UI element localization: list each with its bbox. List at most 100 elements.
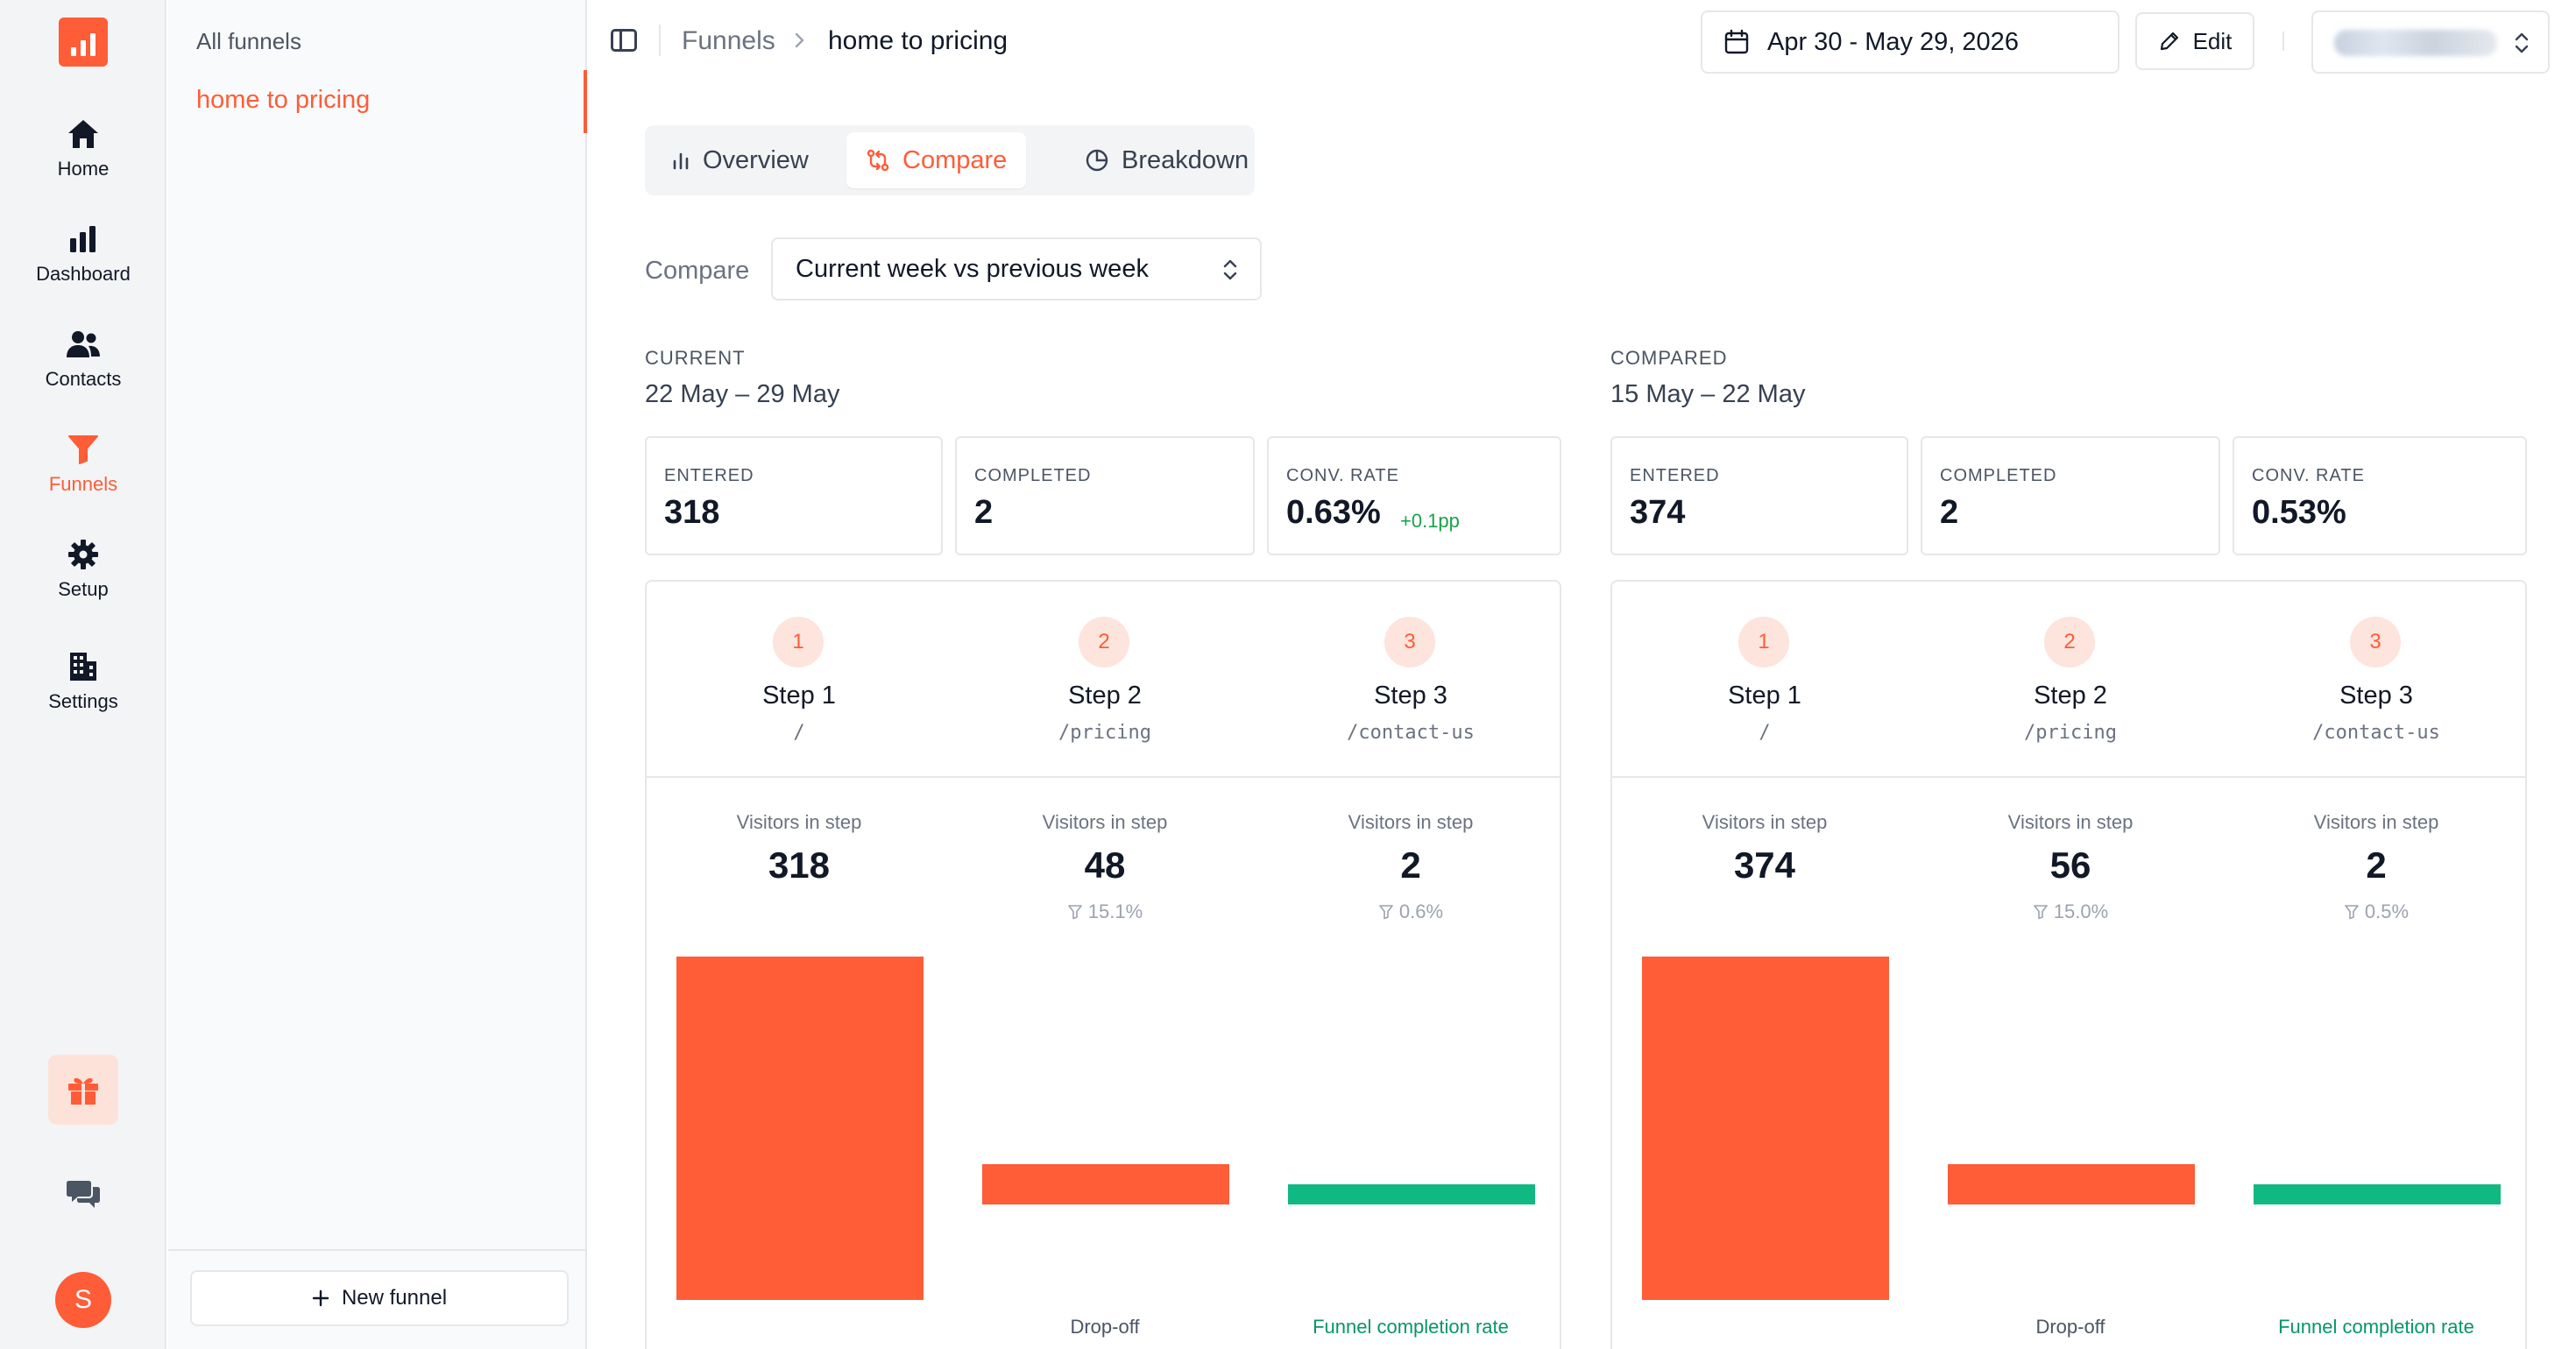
step-path: / [1759,722,1771,744]
step-number-badge: 1 [1738,617,1789,667]
step-path: /pricing [2024,722,2117,744]
step-path: / [793,722,805,744]
funnel-step-2: 2 Step 2 /pricing Visitors in step 48 15… [952,582,1257,1349]
funnel-icon [1067,905,1082,920]
nav-contacts-label: Contacts [45,368,122,390]
bar-chart-icon [68,221,98,258]
funnel-icon [67,431,99,468]
compare-select[interactable]: Current week vs previous week [771,237,1262,300]
tab-breakdown[interactable]: Breakdown [1065,132,1268,188]
divider [1612,776,2525,778]
tab-compare-label: Compare [902,145,1008,174]
nav-funnels[interactable]: Funnels [0,431,166,496]
account-switcher[interactable] [2311,11,2550,74]
visitors-count: 56 [2049,844,2091,886]
nav-funnels-label: Funnels [48,473,118,495]
compare-label: Compare [645,257,750,285]
stat-entered: ENTERED 374 [1610,436,1908,555]
chevron-right-icon [795,32,804,48]
pie-chart-icon [1086,149,1108,172]
step-number-badge: 3 [2350,617,2401,667]
divider [168,1249,585,1251]
users-icon [66,326,101,363]
stat-value: 0.63% [1286,494,1381,531]
stat-value: 2 [1940,494,1959,531]
period-tag: COMPARED [1610,347,1728,369]
nav-home-label: Home [57,158,110,180]
stat-label: ENTERED [1630,466,1720,485]
edit-button[interactable]: Edit [2135,12,2254,70]
chat-icon [67,1181,100,1208]
visitors-count: 2 [2366,844,2387,886]
nav-home[interactable]: Home [0,116,166,180]
sidebar-toggle-icon[interactable] [611,29,637,52]
funnel-icon [2033,905,2048,920]
nav-dashboard-label: Dashboard [36,263,131,285]
visitors-label: Visitors in step [1348,811,1474,833]
divider [659,25,661,56]
bar-caption: Funnel completion rate [2278,1316,2474,1338]
date-range-picker[interactable]: Apr 30 - May 29, 2026 [1701,11,2120,74]
step-name: Step 3 [1374,682,1447,710]
step-name: Step 3 [2339,682,2413,710]
step-number-badge: 1 [773,617,824,667]
nav-dashboard[interactable]: Dashboard [0,221,166,286]
stat-value: 2 [974,494,994,531]
gift-button[interactable] [48,1055,118,1125]
step-rate-value: 15.1% [1087,901,1143,922]
funnel-steps-card: 1 Step 1 / Visitors in step 318 2 Step 2… [645,580,1561,1349]
account-name-redacted [2334,30,2497,56]
app-logo[interactable] [59,18,108,67]
all-funnels-link[interactable]: All funnels [196,28,301,54]
edit-label: Edit [2192,27,2233,54]
stat-value: 318 [664,494,720,531]
step-path: /pricing [1058,722,1151,744]
visitors-label: Visitors in step [736,811,862,833]
step-name: Step 2 [2034,682,2107,710]
step-rate: 15.1% [952,901,1257,923]
visitors-label: Visitors in step [2313,811,2439,833]
tab-compare[interactable]: Compare [846,132,1027,188]
visitors-count: 48 [1084,844,1126,886]
stat-conv-rate: CONV. RATE 0.63% +0.1pp [1267,436,1561,555]
period-tag: CURRENT [645,347,746,369]
period-range: 22 May – 29 May [645,380,840,408]
chat-button[interactable] [61,1172,105,1216]
nav-contacts[interactable]: Contacts [0,326,166,391]
date-range-value: Apr 30 - May 29, 2026 [1767,27,2019,56]
app-rail: Home Dashboard Contacts Funnels Setup Se… [0,0,166,1349]
compare-select-value: Current week vs previous week [796,254,1149,283]
completion-bar [1288,1184,1535,1204]
bar-caption: Drop-off [1070,1316,1140,1338]
stat-completed: COMPLETED 2 [1921,436,2220,555]
avatar[interactable]: S [55,1272,111,1328]
visitors-label: Visitors in step [2007,811,2134,833]
new-funnel-button[interactable]: New funnel [190,1270,569,1326]
nav-settings-label: Settings [48,690,118,712]
step-rate: 0.5% [2224,901,2529,923]
stat-conv-rate: CONV. RATE 0.53% [2233,436,2527,555]
stat-label: ENTERED [664,466,754,485]
chevron-updown-icon [1223,259,1237,280]
funnel-steps-card: 1 Step 1 / Visitors in step 374 2 Step 2… [1610,580,2527,1349]
stat-label: CONV. RATE [1286,466,1399,485]
new-funnel-label: New funnel [341,1286,448,1310]
gear-icon [67,536,99,573]
funnel-step-1: 1 Step 1 / Visitors in step 374 [1612,582,1917,1349]
funnel-list-item[interactable]: home to pricing [196,86,371,114]
nav-settings[interactable]: Settings [0,648,166,713]
completion-bar [2254,1184,2501,1204]
nav-setup[interactable]: Setup [0,536,166,601]
visitors-count: 2 [1400,844,1421,886]
tab-breakdown-label: Breakdown [1122,145,1249,174]
stat-entered: ENTERED 318 [645,436,943,555]
period-current: CURRENT 22 May – 29 May ENTERED 318 COMP… [645,343,1561,1349]
step-rate-value: 0.6% [1398,901,1444,922]
tab-overview[interactable]: Overview [652,132,828,188]
stat-label: COMPLETED [974,466,1092,485]
funnel-step-2: 2 Step 2 /pricing Visitors in step 56 15… [1918,582,2223,1349]
breadcrumb-funnels[interactable]: Funnels [682,26,775,55]
funnel-icon [2345,905,2359,920]
page-title: home to pricing [828,26,1008,55]
view-tabs: Overview Compare Breakdown [645,125,1255,195]
